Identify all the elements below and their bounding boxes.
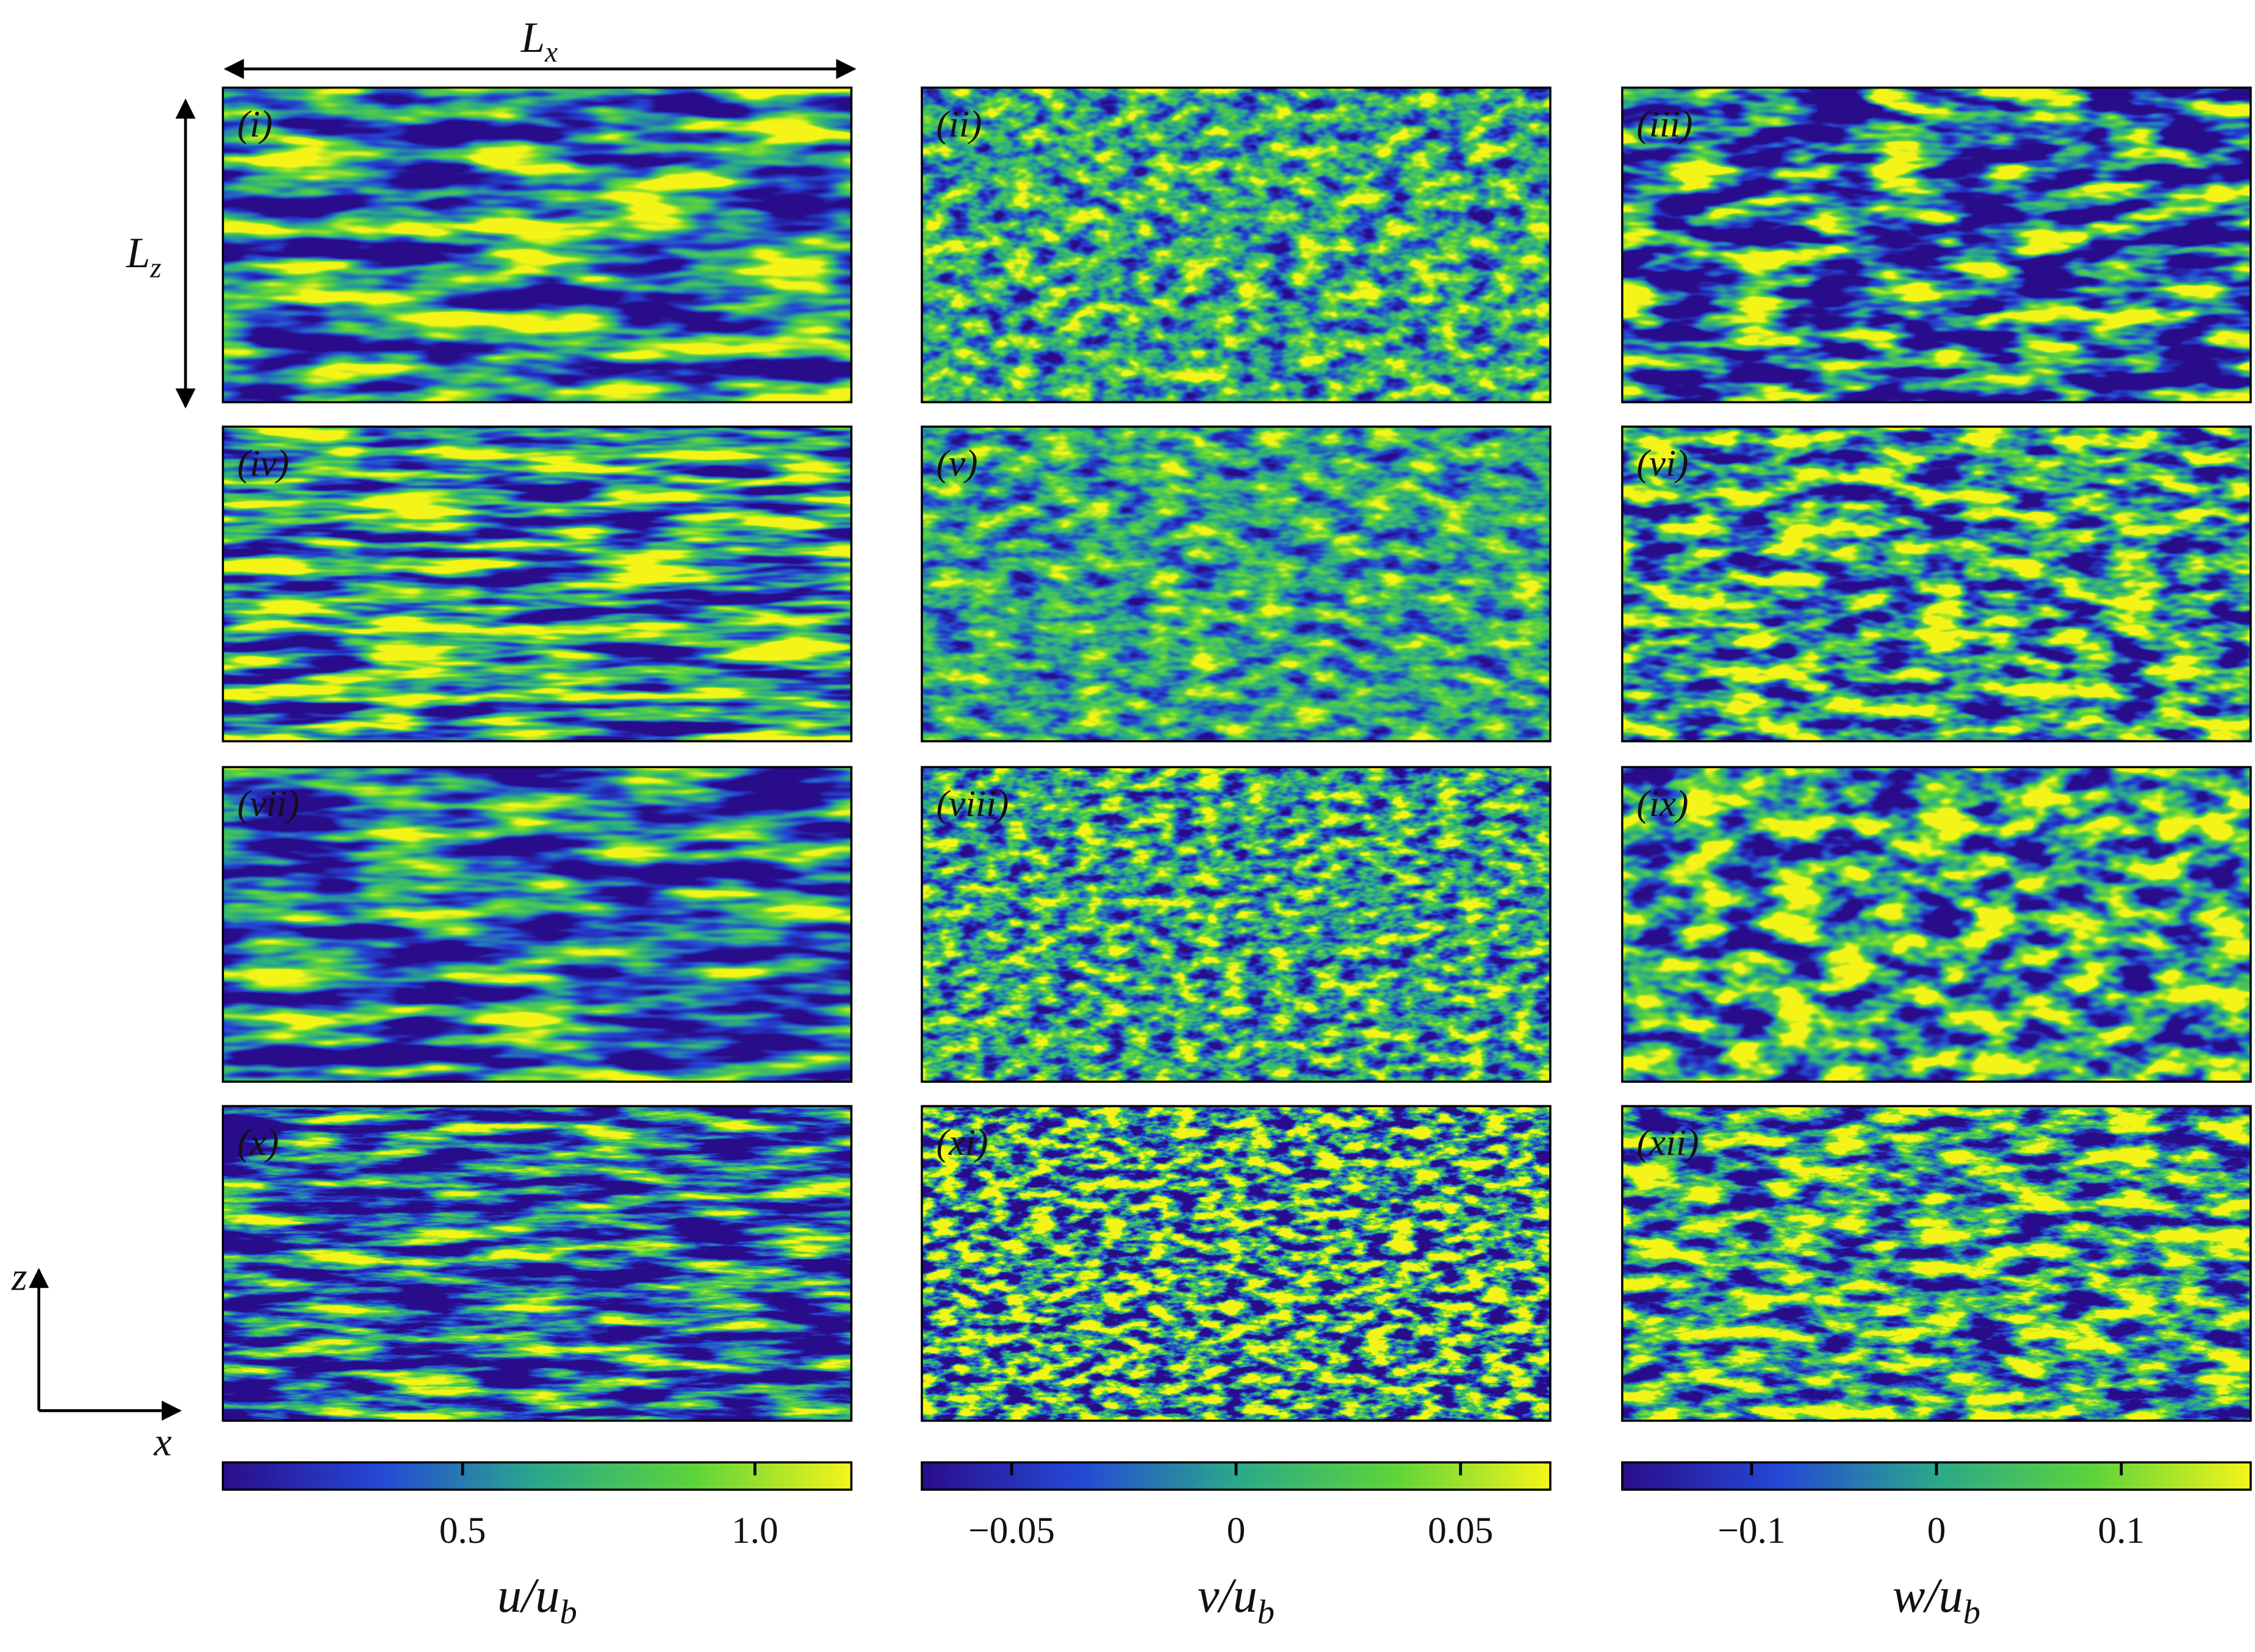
- panel-frame: [1621, 1105, 2252, 1422]
- field-panel: [223, 87, 852, 403]
- panel-frame: [921, 1105, 1552, 1422]
- panel-frame: [221, 766, 853, 1083]
- panel-label: (iv): [237, 442, 289, 484]
- colorbar-tick-label: −0.05: [968, 1510, 1055, 1551]
- panel-label: (xii): [1636, 1122, 1699, 1163]
- z-axis-label: z: [11, 1255, 27, 1299]
- panel-frame: [221, 86, 853, 404]
- field-panel: [921, 1106, 1550, 1421]
- field-panel: [1622, 1106, 2251, 1421]
- panel-frame: [1621, 766, 2252, 1083]
- panel-frame: [921, 86, 1552, 404]
- panel-label: (ii): [937, 104, 982, 145]
- colorbars: 0.5 1.0 u/ub −0.05 0 0.05 v/ub −0.1 0 0.1 w/ub: [221, 1461, 2252, 1631]
- panel-label: (iii): [1636, 104, 1692, 145]
- panels: (i) (ii) (iii) (iv) (v) (vi) (vii) (viii) (ix) (x…: [221, 86, 2252, 1422]
- colorbar-tick-label: 0.1: [2098, 1510, 2145, 1551]
- panel-label: (xi): [937, 1122, 988, 1163]
- field-panel: [921, 87, 1550, 403]
- panel-frame: [921, 766, 1552, 1083]
- panel-label: (v): [937, 442, 978, 484]
- panel-frame: [221, 425, 853, 742]
- field-panel: [921, 767, 1550, 1082]
- colorbar-tick-label: −0.1: [1717, 1510, 1785, 1551]
- field-panel: [1622, 87, 2251, 403]
- panel-label: (vi): [1636, 442, 1688, 484]
- colorbar-tick-label: 0: [1227, 1510, 1246, 1551]
- colorbar-label: u/ub: [497, 1569, 577, 1631]
- panel-frame: [221, 1105, 853, 1422]
- field-panel: [921, 426, 1550, 742]
- colorbar: [221, 1461, 853, 1491]
- panel-label: (i): [237, 104, 273, 145]
- panel-frame: [921, 425, 1552, 742]
- field-panel: [223, 1106, 852, 1421]
- x-axis-label: x: [153, 1420, 171, 1464]
- panel-frame: [1621, 425, 2252, 742]
- panel-label: (viii): [937, 783, 1009, 825]
- colorbar-tick-label: 0.5: [439, 1510, 486, 1551]
- colorbar-tick-label: 0.05: [1428, 1510, 1493, 1551]
- colorbar-label: v/ub: [1198, 1569, 1275, 1631]
- field-panel: [223, 426, 852, 742]
- colorbar-tick-label: 0: [1927, 1510, 1946, 1551]
- colorbar-tick-label: 1.0: [732, 1510, 779, 1551]
- field-panel: [223, 767, 852, 1082]
- lz-label: Lz: [126, 229, 162, 284]
- field-panel: [1622, 426, 2251, 742]
- panel-frame: [1621, 86, 2252, 404]
- panel-label: (vii): [237, 783, 300, 825]
- colorbar-label: w/ub: [1893, 1569, 1980, 1631]
- field-panel: [1622, 767, 2251, 1082]
- panel-label: (x): [237, 1122, 279, 1163]
- panel-label: (ix): [1636, 783, 1688, 825]
- lx-label: Lx: [520, 14, 558, 68]
